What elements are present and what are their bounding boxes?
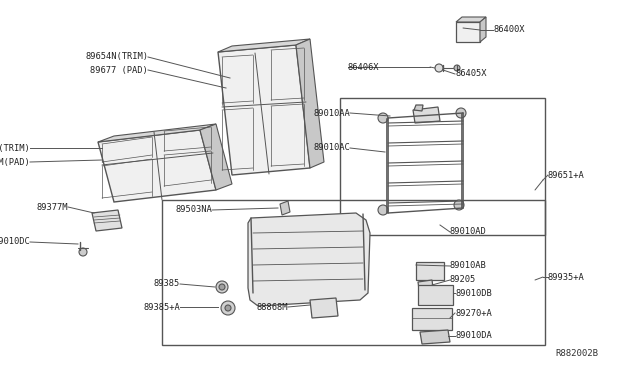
Text: 89385: 89385 — [154, 279, 180, 289]
Text: 89205: 89205 — [450, 276, 476, 285]
Polygon shape — [456, 22, 480, 42]
Text: 89385+A: 89385+A — [143, 302, 180, 311]
Text: 89010AC: 89010AC — [313, 144, 350, 153]
Bar — [162, 200, 545, 345]
Polygon shape — [414, 105, 423, 111]
Polygon shape — [296, 39, 324, 168]
Text: 89677 (PAD): 89677 (PAD) — [90, 65, 148, 74]
Polygon shape — [310, 298, 338, 318]
Circle shape — [219, 284, 225, 290]
Text: 89010AA: 89010AA — [313, 109, 350, 118]
Circle shape — [435, 64, 443, 72]
Circle shape — [378, 205, 388, 215]
Polygon shape — [200, 124, 232, 190]
Text: 86406X: 86406X — [348, 62, 380, 71]
Bar — [340, 98, 545, 235]
Text: 89651+A: 89651+A — [548, 170, 585, 180]
Bar — [418, 285, 453, 305]
Text: 89654N(TRIM): 89654N(TRIM) — [85, 52, 148, 61]
Circle shape — [456, 108, 466, 118]
Polygon shape — [92, 210, 122, 231]
Text: 89377M: 89377M — [36, 202, 68, 212]
Polygon shape — [480, 17, 486, 42]
Polygon shape — [248, 213, 370, 306]
Polygon shape — [413, 107, 440, 123]
Text: 89270+A: 89270+A — [455, 308, 492, 317]
Text: 89010AD: 89010AD — [450, 228, 487, 237]
Text: 86405X: 86405X — [455, 70, 486, 78]
Text: 89010DC: 89010DC — [0, 237, 30, 247]
Circle shape — [79, 248, 87, 256]
Circle shape — [378, 113, 388, 123]
Polygon shape — [218, 39, 310, 52]
Text: 89357M(PAD): 89357M(PAD) — [0, 157, 30, 167]
Polygon shape — [280, 201, 290, 215]
Polygon shape — [98, 124, 216, 142]
Text: 89010DA: 89010DA — [455, 331, 492, 340]
Text: 89378(TRIM): 89378(TRIM) — [0, 144, 30, 153]
Circle shape — [216, 281, 228, 293]
Text: 86400X: 86400X — [493, 26, 525, 35]
Circle shape — [454, 65, 460, 71]
Polygon shape — [218, 45, 310, 175]
Text: 89010DB: 89010DB — [455, 289, 492, 298]
Text: 88868M: 88868M — [257, 302, 288, 311]
Circle shape — [221, 301, 235, 315]
Polygon shape — [456, 17, 486, 22]
Polygon shape — [98, 130, 216, 202]
Bar — [416, 262, 444, 280]
Text: 89010AB: 89010AB — [450, 262, 487, 270]
Circle shape — [454, 200, 464, 210]
Text: 89503NA: 89503NA — [175, 205, 212, 215]
Polygon shape — [420, 330, 450, 344]
Bar — [412, 308, 452, 330]
Polygon shape — [418, 280, 434, 297]
Circle shape — [225, 305, 231, 311]
Text: 89935+A: 89935+A — [548, 273, 585, 282]
Text: R882002B: R882002B — [555, 349, 598, 358]
